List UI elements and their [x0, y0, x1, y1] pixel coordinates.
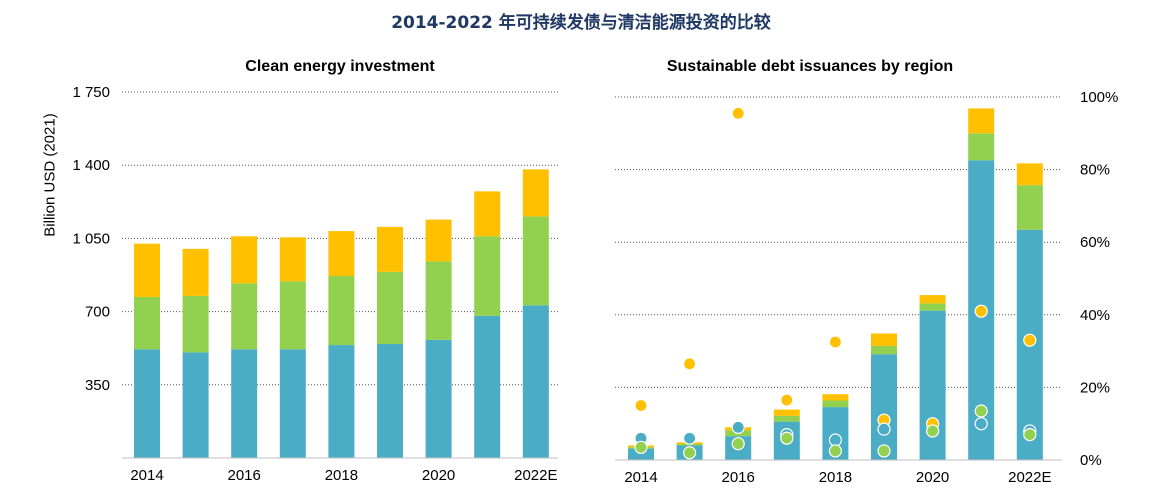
scatter-point	[682, 431, 697, 445]
bar-segment	[474, 191, 501, 237]
x-tick-label: 2020	[916, 469, 949, 486]
scatter-point	[634, 398, 648, 413]
y-tick-label: 1 050	[72, 230, 110, 247]
bar-segment	[231, 236, 258, 284]
bar-segment	[773, 415, 800, 422]
bar-segment	[968, 133, 995, 161]
bar-segment	[377, 344, 403, 458]
bar-segment	[231, 349, 258, 458]
bar-segment	[134, 243, 160, 297]
bar-segment	[1016, 185, 1043, 230]
scatter-point	[682, 357, 697, 371]
right-chart-title: Sustainable debt issuances by region	[666, 58, 954, 75]
y2-tick-label: 60%	[1080, 234, 1110, 251]
x-tick-label: 2018	[325, 467, 358, 484]
scatter-point	[877, 422, 891, 436]
scatter-point	[877, 444, 891, 458]
bar-segment	[328, 231, 355, 277]
y-tick-label: 1 400	[72, 157, 110, 174]
x-tick-label: 2022E	[1008, 469, 1051, 486]
scatter-point	[828, 444, 843, 458]
x-tick-label: 2016	[228, 467, 261, 484]
scatter-point	[828, 335, 843, 349]
bar-segment	[822, 394, 849, 401]
bar-segment	[377, 226, 403, 272]
y2-tick-label: 100%	[1080, 89, 1118, 106]
x-tick-label: 2014	[624, 469, 657, 486]
bar-segment	[279, 281, 306, 350]
bar-segment	[182, 248, 209, 296]
y-tick-label: 350	[85, 377, 110, 394]
scatter-point	[780, 431, 794, 445]
scatter-point	[731, 437, 745, 451]
left-chart-title: Clean energy investment	[245, 58, 435, 75]
bar-segment	[1016, 163, 1043, 186]
bar-segment	[474, 315, 501, 458]
bar-segment	[182, 352, 209, 458]
bar-segment	[231, 283, 258, 350]
bar-segment	[919, 303, 946, 311]
scatter-point	[731, 420, 745, 434]
y2-tick-label: 0%	[1080, 452, 1102, 469]
scatter-point	[780, 393, 794, 407]
scatter-point	[634, 440, 648, 454]
x-tick-label: 2016	[722, 469, 755, 486]
bar-segment	[968, 108, 995, 134]
scatter-point	[974, 417, 988, 431]
scatter-point	[974, 404, 988, 418]
bar-segment	[328, 276, 355, 346]
bar-segment	[279, 349, 306, 458]
bar-segment	[919, 310, 946, 460]
scatter-point	[1023, 333, 1037, 347]
scatter-point	[682, 446, 697, 460]
bar-segment	[522, 216, 549, 306]
scatter-point	[828, 433, 843, 447]
y2-tick-label: 80%	[1080, 162, 1110, 179]
bar-segment	[919, 295, 946, 304]
bar-segment	[474, 236, 501, 316]
x-tick-label: 2014	[130, 467, 163, 484]
bar-segment	[871, 354, 897, 460]
x-tick-label: 2018	[819, 469, 852, 486]
bar-segment	[377, 271, 403, 345]
y-tick-label: 700	[85, 304, 110, 321]
bar-segment	[522, 169, 549, 217]
y2-tick-label: 40%	[1080, 307, 1110, 324]
bar-segment	[425, 219, 452, 262]
x-tick-label: 2020	[422, 467, 455, 484]
scatter-point	[925, 424, 940, 438]
bar-segment	[628, 448, 654, 460]
bar-segment	[134, 296, 160, 350]
scatter-point	[974, 304, 988, 318]
bar-segment	[522, 305, 549, 458]
y2-tick-label: 20%	[1080, 379, 1110, 396]
bar-segment	[328, 345, 355, 458]
scatter-point	[731, 106, 745, 120]
main-title: 2014-2022 年可持续发债与清洁能源投资的比较	[391, 13, 771, 33]
bar-segment	[773, 409, 800, 416]
x-tick-label: 2022E	[514, 467, 557, 484]
bar-segment	[822, 400, 849, 408]
bar-segment	[871, 333, 897, 346]
scatter-point	[1023, 427, 1037, 442]
bar-segment	[425, 261, 452, 340]
bar-segment	[279, 237, 306, 282]
bar-segment	[182, 295, 209, 353]
bar-segment	[134, 349, 160, 458]
bar-segment	[871, 345, 897, 355]
bar-segment	[425, 339, 452, 458]
y-tick-label: 1 750	[72, 84, 110, 101]
